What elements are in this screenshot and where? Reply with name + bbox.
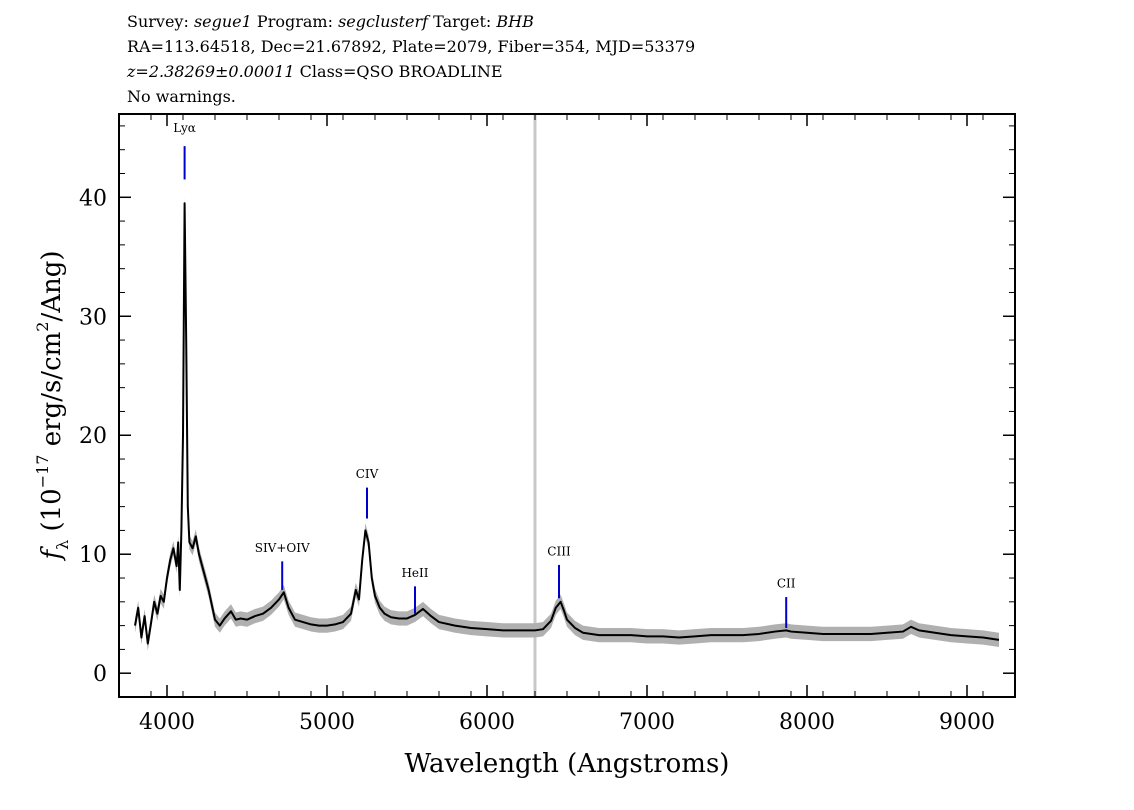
- error-band-0: [135, 196, 999, 651]
- program-value: segclusterf: [338, 12, 429, 31]
- target-label: Target:: [433, 12, 492, 31]
- x-axis-title: Wavelength (Angstroms): [405, 749, 730, 779]
- class-value: Class=QSO BROADLINE: [299, 62, 503, 81]
- y-axis-title: fλ (10−17 erg/s/cm2/Ang): [33, 250, 72, 561]
- header-line-2: RA=113.64518, Dec=21.67892, Plate=2079, …: [127, 37, 696, 56]
- redshift-value: z=2.38269±0.00011: [127, 62, 295, 81]
- x-tick-label: 6000: [459, 710, 515, 735]
- y-tick-label: 0: [93, 662, 107, 687]
- line-label-CII: CII: [777, 577, 796, 591]
- x-tick-label: 9000: [939, 710, 995, 735]
- header-line-1: Survey: segue1 Program: segclusterf Targ…: [127, 12, 534, 32]
- header-line-4: No warnings.: [127, 87, 236, 106]
- y-tick-label: 10: [79, 543, 107, 568]
- survey-label: Survey:: [127, 12, 189, 31]
- y-tick-label: 20: [79, 424, 107, 449]
- line-label-SIV+OIV: SIV+OIV: [255, 541, 310, 555]
- x-tick-label: 5000: [299, 710, 355, 735]
- survey-value: segue1: [193, 12, 252, 31]
- line-label-Lyα: Lyα: [173, 121, 196, 135]
- line-label-HeII: HeII: [401, 566, 428, 580]
- x-tick-label: 8000: [779, 710, 835, 735]
- plot-frame: [118, 113, 1016, 698]
- target-value: BHB: [496, 12, 534, 31]
- y-tick-label: 40: [79, 186, 107, 211]
- program-label: Program:: [256, 12, 333, 31]
- x-tick-label: 4000: [139, 710, 195, 735]
- line-label-CIV: CIV: [356, 467, 379, 481]
- line-label-CIII: CIII: [547, 544, 571, 558]
- spectrum-line-0: [134, 202, 1000, 645]
- y-tick-label: 30: [79, 305, 107, 330]
- x-tick-label: 7000: [619, 710, 675, 735]
- header-line-3: z=2.38269±0.00011 Class=QSO BROADLINE: [127, 62, 503, 82]
